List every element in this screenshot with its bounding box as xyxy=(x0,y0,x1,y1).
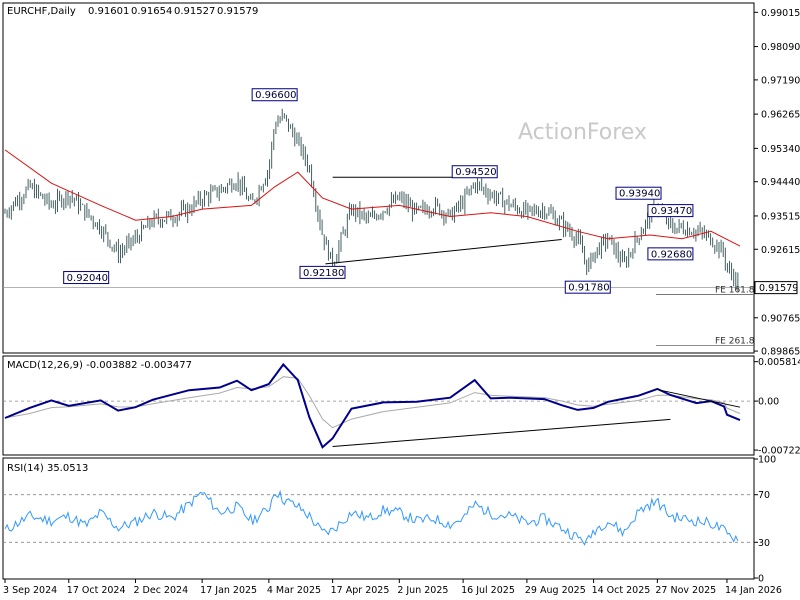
current-price-label: 0.91579 xyxy=(759,283,798,294)
current-price-box xyxy=(754,281,798,295)
price-y-tick-label: 0.92615 xyxy=(761,245,800,256)
level-box xyxy=(63,271,110,285)
price-y-tick-label: 0.96265 xyxy=(761,110,800,121)
macd-y-tick-label: -0.007222 xyxy=(758,446,800,457)
level-box xyxy=(647,247,694,261)
fe-label: FE 261.8 xyxy=(715,337,755,347)
rsi-y-tick-label: 100 xyxy=(758,455,776,466)
macd-trendline xyxy=(657,389,741,408)
price-symbol: EURCHF,Daily xyxy=(7,6,76,17)
price-y-tick-label: 0.98090 xyxy=(761,42,800,53)
price-y-tick-label: 0.89865 xyxy=(761,347,800,358)
rsi-line xyxy=(4,489,739,546)
level-label: 0.92180 xyxy=(303,268,344,279)
x-axis-date-label: 2 Dec 2024 xyxy=(133,585,188,596)
rsi-y-axis: 100 70 30 0 xyxy=(754,455,776,585)
x-axis-date-label: 27 Nov 2025 xyxy=(655,585,716,596)
macd-header: MACD(12,26,9) -0.003882 -0.003477 xyxy=(7,360,192,371)
level-label: 0.93470 xyxy=(651,206,692,217)
level-box xyxy=(451,165,498,179)
x-axis-date-label: 2 Jun 2025 xyxy=(397,585,448,596)
rsi-y-tick-label: 30 xyxy=(758,538,770,549)
macd-line xyxy=(4,362,741,449)
price-plot: 0.91579 0.96600 0.92040 0.92180 0.94520 0.939… xyxy=(3,88,798,347)
price-y-tick-label: 0.95340 xyxy=(761,144,800,155)
level-box xyxy=(251,88,298,102)
macd-y-tick-label: 0.00 xyxy=(758,397,779,408)
moving-average-line xyxy=(4,149,741,247)
rsi-y-tick-label: 0 xyxy=(758,574,764,585)
rsi-y-tick-label: 70 xyxy=(758,490,770,501)
price-y-axis: 0.99015 0.98090 0.97190 0.96265 0.95340 0.944… xyxy=(754,8,800,358)
price-low: 0.91527 xyxy=(174,6,215,17)
level-label: 0.96600 xyxy=(255,90,296,101)
watermark: ActionForex xyxy=(518,120,647,145)
level-label: 0.93940 xyxy=(619,189,660,200)
price-y-tick-label: 0.93515 xyxy=(761,211,800,222)
price-close: 0.91579 xyxy=(217,6,258,17)
price-y-tick-label: 0.97190 xyxy=(761,75,800,86)
x-axis-date-label: 17 Apr 2025 xyxy=(331,585,390,596)
level-box xyxy=(299,265,346,279)
level-label: 0.94520 xyxy=(455,167,496,178)
x-axis-date-label: 3 Sep 2024 xyxy=(3,585,57,596)
x-axis-date-label: 17 Oct 2024 xyxy=(67,585,126,596)
x-axis-date-label: 14 Oct 2025 xyxy=(592,585,651,596)
rsi-header: RSI(14) 35.0513 xyxy=(7,463,88,474)
level-box xyxy=(564,280,611,294)
fe-label: FE 161.8 xyxy=(715,285,755,295)
price-header: EURCHF,Daily 0.91601 0.91654 0.91527 0.9… xyxy=(7,6,258,17)
price-high: 0.91654 xyxy=(131,6,172,17)
x-axis-date-label: 29 Aug 2025 xyxy=(525,585,586,596)
macd-y-tick-label: 0.005814 xyxy=(758,357,800,368)
rsi-plot xyxy=(3,489,754,546)
level-label: 0.91780 xyxy=(568,283,609,294)
macd-plot xyxy=(3,362,754,449)
x-axis-date-label: 16 Jul 2025 xyxy=(461,585,515,596)
macd-panel-frame xyxy=(2,355,755,456)
price-y-tick-label: 0.99015 xyxy=(761,8,800,19)
level-label: 0.92680 xyxy=(651,249,692,260)
price-trendline xyxy=(325,238,562,265)
x-axis-date-label: 17 Jan 2025 xyxy=(200,585,257,596)
level-label: 0.92040 xyxy=(67,273,108,284)
price-open: 0.91601 xyxy=(88,6,129,17)
x-axis: 3 Sep 2024 17 Oct 2024 2 Dec 2024 17 Jan 20… xyxy=(3,579,782,596)
rsi-panel-frame xyxy=(2,457,755,580)
price-y-tick-label: 0.90765 xyxy=(761,313,800,324)
macd-trendline xyxy=(332,418,671,448)
price-panel-frame xyxy=(2,2,755,354)
price-y-tick-label: 0.94440 xyxy=(761,177,800,188)
macd-y-axis: 0.005814 0.00 -0.007222 xyxy=(754,357,800,457)
level-box xyxy=(615,186,662,200)
level-box xyxy=(647,204,694,218)
x-axis-date-label: 4 Mar 2025 xyxy=(267,585,321,596)
x-axis-date-label: 14 Jan 2026 xyxy=(725,585,782,596)
